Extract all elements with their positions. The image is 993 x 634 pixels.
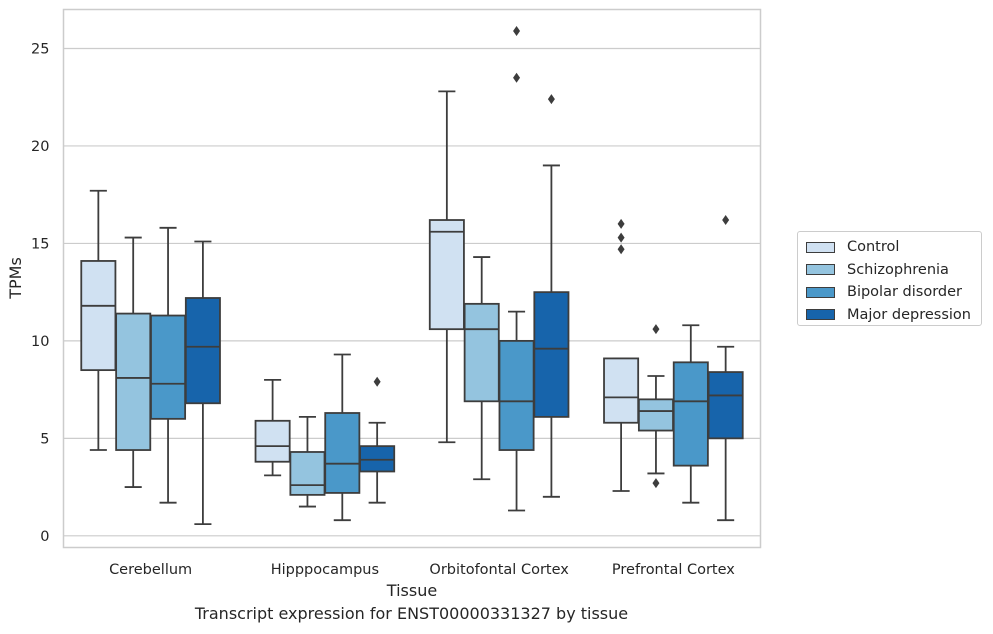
box-iqr	[150, 314, 187, 420]
legend-item-bipolar-disorder: Bipolar disorder	[806, 281, 973, 304]
x-tick-label-1: Cerebellum	[109, 562, 192, 578]
box-1-4	[603, 218, 640, 492]
box-2-2	[289, 415, 326, 508]
box-4-2	[359, 376, 396, 504]
outlier-point	[652, 324, 660, 335]
box-iqr	[428, 219, 465, 331]
y-axis-label: TPMs	[6, 257, 25, 300]
box-3-1	[150, 226, 187, 504]
legend-swatch-control	[806, 241, 835, 253]
legend-swatch-bipolar-disorder	[806, 286, 835, 298]
x-axis-label: Tissue	[386, 581, 437, 600]
x-tick-label-4: Prefrontal Cortex	[612, 562, 735, 578]
legend-label-schizophrenia: Schizophrenia	[847, 261, 949, 278]
box-iqr	[498, 339, 535, 451]
y-tick-label-15: 15	[31, 236, 49, 252]
box-iqr	[603, 357, 640, 424]
box-4-4	[707, 215, 744, 522]
box-iqr	[672, 361, 709, 467]
outlier-point	[547, 94, 555, 105]
box-4-1	[184, 240, 221, 526]
outlier-point	[373, 376, 381, 387]
box-series	[80, 25, 744, 526]
y-tick-label-25: 25	[31, 41, 49, 57]
outlier-point	[617, 244, 625, 255]
box-1-3	[428, 90, 465, 444]
x-tick-label-2: Hipppocampus	[271, 562, 379, 578]
box-1-1	[80, 189, 117, 451]
box-iqr	[80, 260, 117, 372]
box-iqr	[115, 312, 152, 451]
y-tick-label-0: 0	[40, 529, 49, 545]
x-tick-label-3: Orbitofontal Cortex	[429, 562, 569, 578]
legend-swatch-major-depression	[806, 309, 835, 321]
legend: Control Schizophrenia Bipolar disorder M…	[797, 231, 982, 326]
box-2-3	[463, 256, 500, 481]
box-iqr	[184, 297, 221, 405]
box-iqr	[254, 419, 291, 463]
outlier-point	[617, 232, 625, 243]
y-tick-label-20: 20	[31, 139, 49, 155]
legend-item-control: Control	[806, 236, 973, 259]
outlier-point	[722, 215, 730, 226]
legend-item-major-depression: Major depression	[806, 304, 973, 327]
outlier-point	[513, 25, 521, 36]
y-tick-labels: 0 5 10 15 20 25	[31, 41, 49, 544]
box-iqr	[359, 445, 396, 473]
box-2-1	[115, 236, 152, 488]
box-iqr	[707, 371, 744, 440]
chart-caption: Transcript expression for ENST0000033132…	[194, 604, 629, 623]
y-tick-label-10: 10	[31, 334, 49, 350]
box-iqr	[324, 412, 361, 494]
box-3-3	[498, 25, 535, 512]
legend-swatch-schizophrenia	[806, 264, 835, 276]
outlier-point	[617, 218, 625, 229]
y-tick-label-5: 5	[40, 431, 49, 447]
plot-frame	[62, 8, 762, 549]
legend-label-major-depression: Major depression	[847, 306, 971, 323]
box-4-3	[533, 94, 570, 498]
box-3-4	[672, 324, 709, 504]
box-iqr	[637, 398, 674, 432]
outlier-point	[652, 478, 660, 489]
box-iqr	[289, 451, 326, 496]
legend-label-bipolar-disorder: Bipolar disorder	[847, 284, 962, 301]
box-3-2	[324, 353, 361, 522]
box-iqr	[533, 291, 570, 418]
x-tick-labels: Cerebellum Hipppocampus Orbitofontal Corte…	[109, 562, 735, 578]
legend-label-control: Control	[847, 239, 900, 256]
box-iqr	[463, 302, 500, 403]
outlier-point	[513, 72, 521, 83]
box-1-2	[254, 378, 291, 477]
box-2-4	[637, 324, 674, 489]
legend-item-schizophrenia: Schizophrenia	[806, 259, 973, 282]
